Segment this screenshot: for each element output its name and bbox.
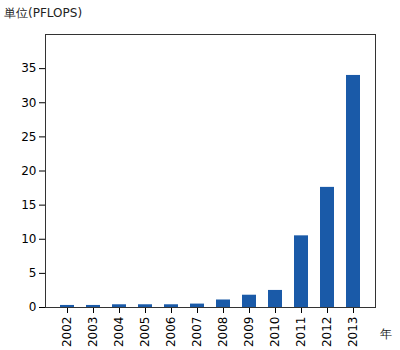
svg-text:2011: 2011 [294, 317, 308, 348]
html-text:単位(PFLOPS): 単位(PFLOPS) [4, 6, 83, 20]
svg-text:2013: 2013 [346, 317, 360, 348]
svg-text:2007: 2007 [190, 317, 204, 348]
svg-text:2012: 2012 [320, 317, 334, 348]
svg-text:15: 15 [21, 198, 36, 212]
svg-text:35: 35 [21, 61, 36, 75]
svg-text:30: 30 [21, 96, 36, 110]
svg-text:2003: 2003 [86, 317, 100, 348]
svg-text:25: 25 [21, 130, 36, 144]
svg-text:20: 20 [21, 164, 36, 178]
svg-text:2002: 2002 [60, 317, 74, 348]
svg-text:0: 0 [29, 300, 37, 314]
svg-text:2006: 2006 [164, 317, 178, 348]
svg-text:10: 10 [21, 232, 36, 246]
svg-text:2010: 2010 [268, 317, 282, 348]
svg-text:2009: 2009 [242, 317, 256, 348]
svg-text:2008: 2008 [216, 317, 230, 348]
svg-text:5: 5 [29, 266, 37, 280]
svg-text:2004: 2004 [112, 317, 126, 348]
svg-text:年: 年 [380, 327, 392, 341]
svg-text:2005: 2005 [138, 317, 152, 348]
